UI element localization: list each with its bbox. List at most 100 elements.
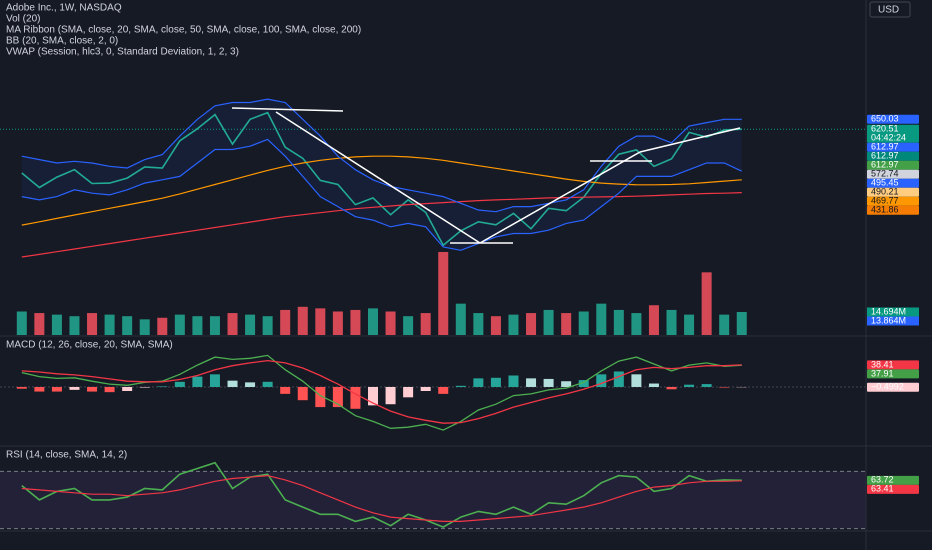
price-tag bbox=[867, 124, 919, 143]
histogram-bar bbox=[139, 386, 150, 388]
histogram-bar bbox=[403, 386, 414, 398]
price-tag bbox=[867, 151, 919, 161]
volume-bar bbox=[368, 308, 378, 335]
histogram-bar bbox=[701, 384, 712, 387]
volume-bar bbox=[490, 316, 501, 335]
volume-bar bbox=[666, 309, 677, 335]
volume-bar bbox=[209, 316, 220, 335]
histogram-bar bbox=[332, 386, 343, 408]
indicator-label: VWAP (Session, hlc3, 0, Standard Deviati… bbox=[6, 47, 239, 58]
volume-bar bbox=[631, 313, 642, 335]
price-tag bbox=[867, 369, 919, 379]
histogram-bar bbox=[51, 386, 62, 392]
volume-bar bbox=[245, 314, 256, 335]
series-line bbox=[21, 138, 743, 251]
volume-bar bbox=[561, 313, 572, 335]
volume-bar bbox=[473, 313, 484, 335]
histogram-bar bbox=[473, 378, 484, 387]
volume-bar bbox=[526, 313, 537, 335]
volume-tag-label: 13.864M bbox=[871, 315, 906, 325]
price-tag bbox=[867, 196, 919, 206]
histogram-bar bbox=[631, 374, 642, 387]
volume-bar bbox=[596, 303, 607, 335]
drawings bbox=[231, 107, 741, 244]
volume-bar bbox=[648, 305, 659, 335]
price-tag bbox=[867, 205, 919, 215]
countdown-label: 04:42:24 bbox=[871, 133, 906, 143]
price-tag-label: 37.91 bbox=[871, 368, 894, 378]
price-tag bbox=[867, 178, 919, 188]
histogram-bar bbox=[526, 378, 537, 387]
histogram-bar bbox=[122, 386, 133, 391]
histogram-bar bbox=[104, 386, 115, 393]
trend-line bbox=[639, 127, 741, 153]
volume-bar bbox=[613, 309, 624, 335]
histogram-bar bbox=[578, 380, 589, 387]
series-line bbox=[21, 354, 742, 431]
histogram-bar bbox=[368, 386, 378, 406]
series-line bbox=[21, 359, 742, 424]
currency-box[interactable] bbox=[869, 1, 911, 18]
price-tag bbox=[867, 187, 919, 197]
histogram-bar bbox=[262, 381, 273, 387]
price-tag bbox=[867, 475, 919, 485]
histogram-bar bbox=[209, 374, 220, 387]
band-fill bbox=[21, 99, 742, 251]
trend-line bbox=[479, 151, 641, 244]
plot bbox=[0, 98, 866, 530]
price-tag-label: 650.03 bbox=[871, 114, 899, 124]
volume-bar bbox=[262, 316, 273, 335]
volume-bar bbox=[543, 309, 554, 335]
volume-bar bbox=[122, 316, 133, 335]
volume-bar bbox=[385, 311, 396, 335]
volume-bar bbox=[420, 313, 431, 335]
indicator-label: Vol (20) bbox=[6, 14, 40, 25]
volume-bar bbox=[403, 316, 414, 335]
price-tag bbox=[867, 114, 919, 124]
volume-bar bbox=[578, 311, 589, 335]
histogram-bar bbox=[508, 375, 519, 387]
volume-bar bbox=[280, 309, 291, 335]
volume-bar bbox=[174, 314, 185, 335]
histogram-bar bbox=[543, 378, 554, 387]
histogram-bar bbox=[315, 386, 326, 408]
volume-bar bbox=[297, 306, 308, 335]
histogram-bar bbox=[227, 380, 238, 387]
price-tag bbox=[867, 169, 919, 179]
volume-bar bbox=[192, 316, 203, 335]
volume-bar bbox=[87, 313, 98, 335]
price-tag-label: 572.74 bbox=[871, 169, 899, 179]
price-tag-label: 38.41 bbox=[871, 359, 894, 369]
indicator-label: RSI (14, close, SMA, 14, 2) bbox=[6, 450, 127, 461]
volume-bar bbox=[157, 317, 168, 335]
currency-label[interactable]: USD bbox=[878, 5, 899, 16]
volume-bar bbox=[16, 311, 27, 335]
price-tag-label: 612.97 bbox=[871, 142, 899, 152]
volume-bar bbox=[104, 314, 115, 335]
axes: 650.03620.5104:42:24612.97612.97612.9757… bbox=[867, 114, 919, 494]
histogram-bar bbox=[87, 386, 98, 392]
histogram-bar bbox=[34, 386, 45, 392]
volume-bar bbox=[350, 309, 361, 335]
series-line bbox=[21, 474, 742, 522]
volume-bar bbox=[508, 314, 519, 335]
volume-bar bbox=[719, 314, 730, 335]
histogram-bar bbox=[69, 386, 80, 390]
volume-tag bbox=[867, 316, 919, 326]
histogram-bar bbox=[245, 382, 256, 387]
volume-bar bbox=[69, 316, 80, 335]
histogram-bar bbox=[174, 381, 185, 387]
price-tag-label: 63.41 bbox=[871, 484, 894, 494]
volume-bar bbox=[34, 313, 45, 335]
price-tag-label: 612.97 bbox=[871, 160, 899, 170]
volume-bar bbox=[736, 311, 747, 335]
histogram-bar bbox=[719, 386, 730, 388]
price-tag-label: 63.72 bbox=[871, 475, 894, 485]
price-tag-label: 612.97 bbox=[871, 151, 899, 161]
volume-bar bbox=[139, 319, 150, 335]
price-tag bbox=[867, 160, 919, 170]
histogram-bar bbox=[350, 386, 361, 409]
volume-bar bbox=[227, 313, 238, 335]
volume-bar bbox=[315, 308, 326, 335]
volume-bar bbox=[438, 251, 449, 335]
